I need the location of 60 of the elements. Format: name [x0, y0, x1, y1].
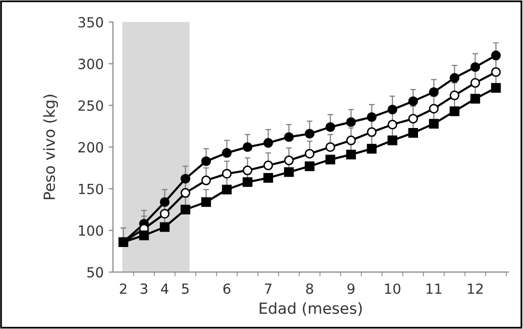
point: [366, 144, 377, 154]
point: [304, 161, 314, 172]
x-tick-label: 7: [264, 284, 272, 294]
point: [222, 148, 232, 158]
point: [201, 197, 211, 207]
x-tick-label: 8: [306, 283, 314, 294]
point: [263, 173, 274, 183]
y-tick-label: 250: [78, 100, 104, 111]
x-axis-title: Edad (meses): [260, 302, 362, 316]
y-tick-label: 350: [78, 17, 104, 28]
point: [263, 138, 274, 148]
point: [388, 104, 398, 114]
point: [139, 230, 149, 240]
x-tick-label: 6: [223, 283, 230, 294]
point: [366, 112, 377, 122]
point: [263, 160, 274, 170]
point: [180, 204, 190, 214]
y-axis-title: Peso vivo (kg): [43, 94, 58, 200]
point: [491, 83, 501, 93]
point: [408, 114, 418, 124]
x-tick-label: 9: [347, 283, 354, 294]
point: [388, 136, 398, 146]
point: [346, 136, 356, 146]
point: [325, 154, 336, 164]
x-tick-label: 11: [426, 284, 442, 294]
x-tick-label: 5: [182, 284, 189, 294]
point: [325, 142, 336, 152]
point: [284, 132, 294, 142]
point: [201, 176, 211, 186]
y-tick-label: 50: [87, 267, 104, 278]
x-tick-label: 4: [160, 284, 168, 294]
point: [428, 104, 439, 114]
point: [180, 174, 190, 184]
point: [470, 62, 480, 72]
point: [160, 222, 170, 232]
point: [325, 122, 336, 132]
point: [470, 94, 480, 104]
point: [470, 78, 480, 88]
point: [284, 156, 294, 166]
x-tick-label: 10: [385, 283, 400, 294]
x-tick-label: 12: [468, 283, 483, 294]
x-tick-label: 3: [140, 283, 148, 294]
y-tick-label: 300: [78, 58, 104, 70]
y-tick-label: 200: [78, 142, 104, 153]
y-tick-label: 150: [78, 184, 104, 194]
point: [242, 177, 252, 187]
y-tick-label: 100: [78, 225, 104, 236]
point: [304, 128, 314, 139]
point: [242, 142, 252, 152]
point: [450, 106, 460, 116]
point: [160, 197, 170, 207]
point: [222, 184, 232, 194]
point: [304, 148, 314, 159]
point: [242, 166, 252, 176]
point: [160, 208, 170, 219]
point: [346, 150, 356, 160]
point: [408, 128, 418, 138]
x-tick-label: 2: [120, 283, 126, 294]
point: [428, 118, 439, 129]
point: [284, 167, 294, 177]
